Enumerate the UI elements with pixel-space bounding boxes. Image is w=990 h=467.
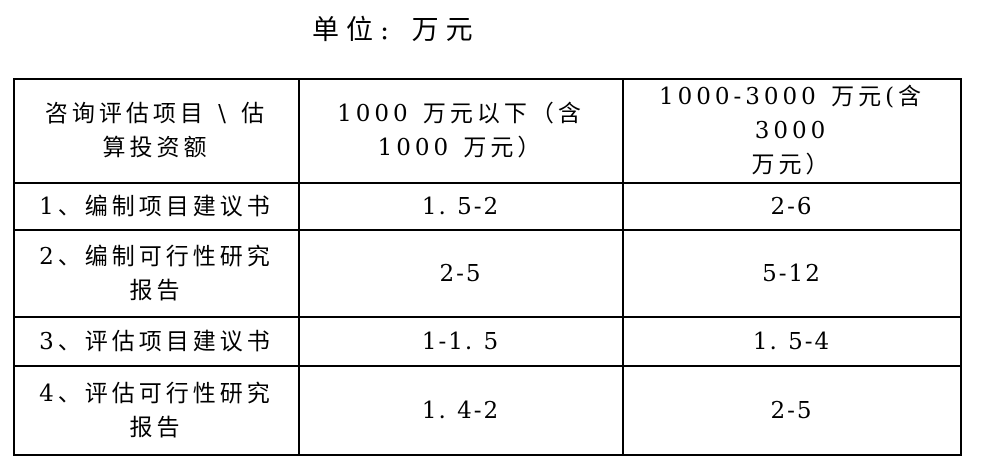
header-cell-under-1000: 1000 万元以下（含 1000 万元） bbox=[298, 78, 624, 184]
fee-table: 咨询评估项目 \ 估 算投资额 1000 万元以下（含 1000 万元） 100… bbox=[13, 78, 962, 456]
cell-item: 2、编制可行性研究 报告 bbox=[13, 229, 300, 318]
cell-range: 1. 5-2 bbox=[298, 182, 624, 231]
cell-range: 2-5 bbox=[622, 365, 962, 456]
cell-range: 1. 5-4 bbox=[622, 316, 962, 367]
cell-range: 2-6 bbox=[622, 182, 962, 231]
table-row: 2、编制可行性研究 报告 2-5 5-12 bbox=[13, 229, 962, 318]
cell-range: 1. 4-2 bbox=[298, 365, 624, 456]
table-row: 1、编制项目建议书 1. 5-2 2-6 bbox=[13, 182, 962, 231]
cell-range: 1-1. 5 bbox=[298, 316, 624, 367]
table-row: 4、评估可行性研究 报告 1. 4-2 2-5 bbox=[13, 365, 962, 456]
cell-item: 1、编制项目建议书 bbox=[13, 182, 300, 231]
cell-item: 3、评估项目建议书 bbox=[13, 316, 300, 367]
table-row: 3、评估项目建议书 1-1. 5 1. 5-4 bbox=[13, 316, 962, 367]
cell-range: 5-12 bbox=[622, 229, 962, 318]
unit-label: 单位: 万元 bbox=[312, 15, 480, 46]
header-cell-project: 咨询评估项目 \ 估 算投资额 bbox=[13, 78, 300, 184]
cell-item: 4、评估可行性研究 报告 bbox=[13, 365, 300, 456]
table-header-row: 咨询评估项目 \ 估 算投资额 1000 万元以下（含 1000 万元） 100… bbox=[13, 78, 962, 184]
header-cell-1000-3000: 1000-3000 万元(含 3000 万元） bbox=[622, 78, 962, 184]
cell-range: 2-5 bbox=[298, 229, 624, 318]
